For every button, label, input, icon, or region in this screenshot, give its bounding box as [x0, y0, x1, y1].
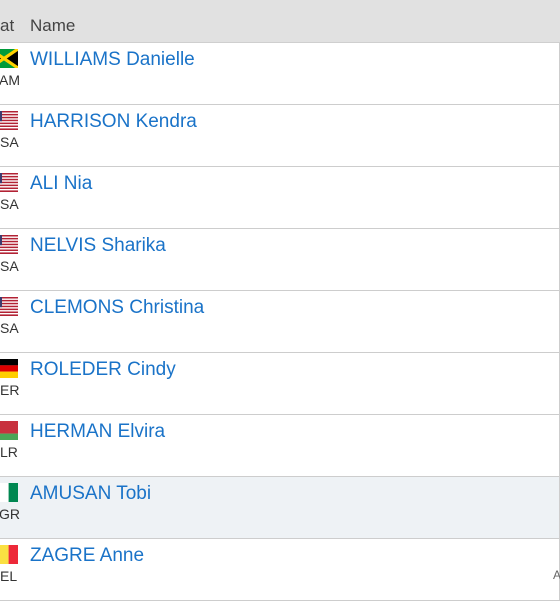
usa-flag-icon — [0, 235, 18, 254]
athlete-name-link[interactable]: AMUSAN Tobi — [30, 483, 152, 504]
table-row: AM WILLIAMS Danielle — [0, 43, 560, 105]
usa-flag-icon — [0, 111, 18, 130]
country-code: SA — [0, 196, 19, 212]
athlete-name-link[interactable]: ROLEDER Cindy — [30, 359, 176, 380]
belarus-flag-icon — [0, 421, 18, 440]
country-code: SA — [0, 258, 19, 274]
clipped-edge-text: A — [553, 568, 560, 582]
country-code: AM — [0, 72, 20, 88]
country-code: EL — [0, 568, 18, 584]
athlete-name-link[interactable]: WILLIAMS Danielle — [30, 49, 195, 70]
country-code: LR — [0, 444, 18, 460]
name-column-header[interactable]: Name — [30, 16, 76, 35]
table-row: SA HARRISON Kendra — [0, 105, 560, 167]
nationality-column-header[interactable]: at — [0, 16, 15, 35]
athlete-name-link[interactable]: HARRISON Kendra — [30, 111, 197, 132]
jamaica-flag-icon — [0, 49, 18, 68]
athlete-name-link[interactable]: ALI Nia — [30, 173, 93, 194]
athlete-name-link[interactable]: CLEMONS Christina — [30, 297, 205, 318]
table-row: ER ROLEDER Cindy — [0, 353, 560, 415]
country-code: ER — [0, 382, 20, 398]
germany-flag-icon — [0, 359, 18, 378]
country-code: GR — [0, 506, 20, 522]
athlete-name-link[interactable]: ZAGRE Anne — [30, 545, 145, 566]
athlete-name-link[interactable]: NELVIS Sharika — [30, 235, 166, 256]
table-row: GR AMUSAN Tobi — [0, 477, 560, 539]
belgium-flag-icon — [0, 545, 18, 564]
table-row: SA ALI Nia — [0, 167, 560, 229]
table-row: SA NELVIS Sharika — [0, 229, 560, 291]
country-code: SA — [0, 134, 19, 150]
nigeria-flag-icon — [0, 483, 18, 502]
usa-flag-icon — [0, 297, 18, 316]
results-table-body: AM WILLIAMS Danielle SA HARRISON Kendra … — [0, 43, 560, 601]
table-row: LR HERMAN Elvira — [0, 415, 560, 477]
table-row: EL ZAGRE Anne — [0, 539, 560, 601]
country-code: SA — [0, 320, 19, 336]
usa-flag-icon — [0, 173, 18, 192]
athlete-name-link[interactable]: HERMAN Elvira — [30, 421, 166, 442]
table-row: SA CLEMONS Christina — [0, 291, 560, 353]
table-header: at Name — [0, 0, 560, 43]
